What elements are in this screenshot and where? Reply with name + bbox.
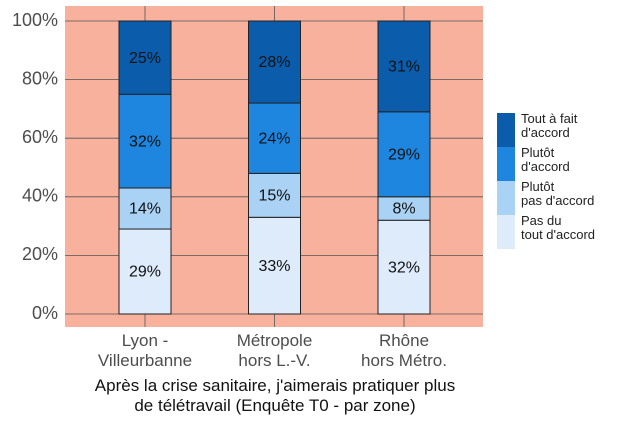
y-tick-label: 80% bbox=[22, 68, 58, 88]
x-tick-label: Lyon - Villeurbanne bbox=[97, 331, 193, 370]
value-label: 33% bbox=[258, 258, 290, 275]
value-label: 15% bbox=[258, 188, 290, 205]
legend-label: Plutôt pas d'accord bbox=[521, 179, 595, 209]
y-tick-label: 100% bbox=[12, 10, 58, 30]
bar-segment bbox=[377, 20, 431, 113]
legend-key bbox=[497, 113, 515, 147]
x-tick-label: Métropole hors L.-V. bbox=[236, 331, 313, 370]
y-tick-label: 20% bbox=[22, 244, 58, 264]
bar-segment bbox=[118, 228, 172, 315]
value-label: 28% bbox=[258, 54, 290, 71]
chart-title: Après la crise sanitaire, j'aimerais pra… bbox=[94, 376, 456, 415]
legend-label: Pas du tout d'accord bbox=[521, 213, 596, 243]
value-label: 31% bbox=[388, 59, 420, 76]
value-label: 29% bbox=[388, 147, 420, 164]
bar-segment bbox=[118, 20, 172, 95]
bar-segment bbox=[377, 219, 431, 315]
value-label: 24% bbox=[258, 130, 290, 147]
legend-label: Plutôt d'accord bbox=[521, 145, 570, 175]
bar-segment bbox=[248, 172, 301, 218]
value-label: 29% bbox=[129, 264, 161, 281]
value-label: 32% bbox=[388, 259, 420, 276]
y-tick-label: 60% bbox=[22, 127, 58, 147]
value-label: 25% bbox=[129, 50, 161, 67]
value-label: 14% bbox=[129, 201, 161, 218]
bar-segment bbox=[377, 111, 431, 198]
bar-segment bbox=[248, 216, 301, 315]
legend-key bbox=[497, 215, 515, 249]
legend-label: Tout à fait d'accord bbox=[521, 111, 578, 141]
y-tick-label: 40% bbox=[22, 186, 58, 206]
value-label: 8% bbox=[392, 201, 415, 218]
bar-segment bbox=[248, 102, 301, 174]
x-tick-label: Rhône hors Métro. bbox=[361, 331, 447, 370]
value-label: 32% bbox=[129, 133, 161, 150]
legend-key bbox=[497, 147, 515, 181]
y-tick-label: 0% bbox=[32, 303, 58, 323]
legend-key bbox=[497, 181, 515, 215]
bar-segment bbox=[248, 20, 301, 104]
bar-segment bbox=[118, 187, 172, 230]
